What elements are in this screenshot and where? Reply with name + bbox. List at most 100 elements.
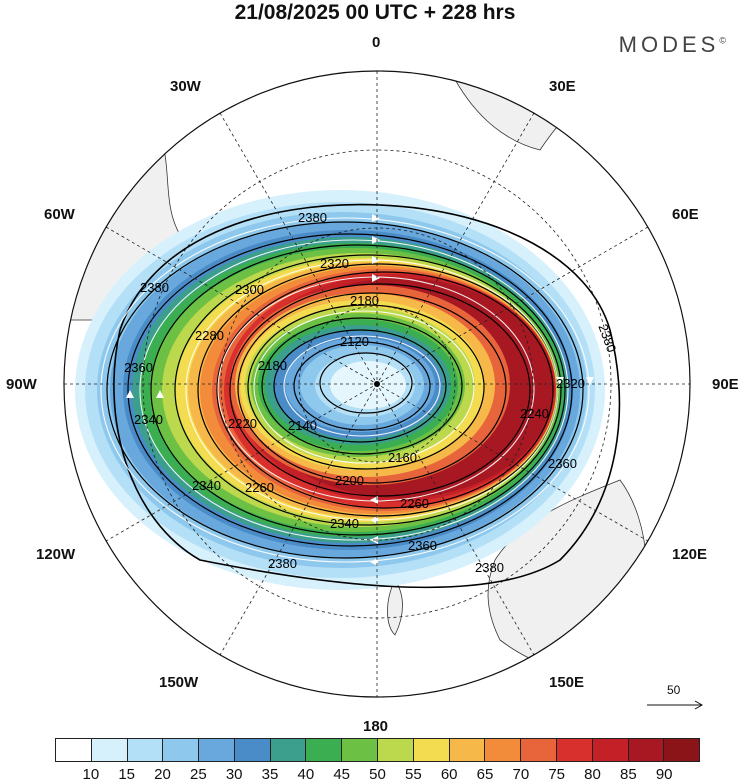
- contour-label: 2340: [134, 412, 163, 427]
- contour-label: 2120: [340, 334, 369, 349]
- contour-label: 2220: [228, 416, 257, 431]
- colorbar-segment: [234, 739, 271, 761]
- colorbar-tick-label: 10: [82, 766, 100, 783]
- colorbar-tick-label: 90: [655, 766, 673, 783]
- contour-label: 2360: [408, 538, 437, 553]
- colorbar-segment: [485, 739, 522, 761]
- colorbar-segment: [556, 739, 593, 761]
- contour-2200: [247, 304, 485, 470]
- arrowhead-7: [370, 516, 378, 524]
- contour-2140: [293, 341, 431, 431]
- contour-label: 2380: [140, 280, 169, 295]
- contour-2160: [273, 329, 447, 443]
- contour-2320: [150, 244, 566, 536]
- south-pole-marker: [374, 381, 380, 387]
- contour-label: 2380: [298, 210, 327, 225]
- lon-label-60w: 60W: [44, 206, 75, 223]
- contour-labels: 2380 2380 2380 2380 2380 2360 2360 2360 …: [124, 210, 619, 575]
- arrowhead-2: [372, 236, 380, 244]
- colorbar-tick-label: 25: [189, 766, 207, 783]
- map-title: 21/08/2025 00 UTC + 228 hrs: [234, 1, 516, 24]
- colorbar-labels: 10 15 20 25 30 35 40 45 50 55 60 65 70 75 80 85 90: [55, 766, 700, 783]
- colorbar-segment: [306, 739, 343, 761]
- contour-label: 2240: [520, 406, 549, 421]
- colorbar-segment: [664, 739, 700, 761]
- contour-label: 2260: [245, 480, 274, 495]
- map-layers: [64, 71, 690, 697]
- contour-label: 2320: [320, 256, 349, 271]
- brand-name: MODES: [618, 32, 720, 57]
- streamline-6: [283, 335, 441, 437]
- arrowhead-9: [586, 377, 594, 385]
- arrowhead-11: [126, 390, 134, 398]
- colorbar-segment: [449, 739, 486, 761]
- arrowhead-1: [372, 214, 380, 222]
- colorbar-segment: [521, 739, 557, 761]
- arrowhead-5: [370, 558, 378, 566]
- colorbar-segment: [592, 739, 629, 761]
- contour-label: 2320: [556, 376, 585, 391]
- colorbar-segment: [127, 739, 164, 761]
- streamline-1: [100, 217, 590, 563]
- contour-label: 2380: [268, 556, 297, 571]
- colorbar-tick-label: 70: [512, 766, 530, 783]
- arrowhead-8: [370, 496, 378, 504]
- contour-2180: [261, 317, 463, 455]
- wind-speed-shading: [75, 190, 605, 590]
- colorbar-tick-label: 45: [333, 766, 350, 783]
- colorbar-segment: [56, 739, 92, 761]
- brand-mark: ©: [719, 35, 726, 46]
- colorbar-segment: [342, 739, 379, 761]
- contour-label: 2260: [400, 496, 429, 511]
- colorbar-segment: [163, 739, 200, 761]
- lon-label-120e: 120E: [672, 546, 708, 563]
- streamline-2: [139, 239, 569, 541]
- reference-vector: 50: [645, 683, 705, 713]
- contour-2240: [229, 283, 531, 497]
- contour-label: 2360: [548, 456, 577, 471]
- colorbar-tick-label: 80: [584, 766, 601, 783]
- contour-label: 2200: [335, 473, 364, 488]
- contour-label: 2300: [235, 282, 264, 297]
- colorbar-segment: [270, 739, 307, 761]
- colorbar-tick-label: 75: [548, 766, 565, 783]
- contour-2360: [106, 221, 584, 559]
- arrowhead-3: [372, 256, 380, 264]
- height-contours: [106, 203, 621, 589]
- contour-label: 2160: [388, 450, 417, 465]
- contour-label: 2180: [350, 293, 379, 308]
- contour-label: 2340: [192, 478, 221, 493]
- colorbar-segment: [378, 739, 414, 761]
- contour-label: 2140: [288, 418, 317, 433]
- lon-label-180: 180: [363, 718, 389, 735]
- brand-logo: MODES©: [619, 32, 726, 58]
- colorbar-tick-label: 30: [225, 766, 243, 783]
- contour-label: 2380: [475, 560, 504, 575]
- streamline-5: [253, 310, 475, 464]
- arrowhead-10: [556, 377, 564, 385]
- colorbar-tick-label: 20: [154, 766, 171, 783]
- inner-15: [330, 361, 406, 409]
- lon-label-120w: 120W: [36, 546, 76, 563]
- lon-label-0: 0: [372, 34, 381, 51]
- contour-label: 2340: [330, 516, 359, 531]
- colorbar-tick-label: 60: [440, 766, 458, 783]
- lon-label-150w: 150W: [159, 674, 199, 691]
- lon-label-60e: 60E: [672, 206, 699, 223]
- lon-label-30e: 30E: [549, 78, 576, 95]
- lon-label-90w: 90W: [6, 376, 37, 393]
- colorbar: [55, 738, 700, 762]
- colorbar-segment: [413, 739, 450, 761]
- arrowhead-4: [372, 274, 380, 282]
- contour-2120: [319, 352, 413, 414]
- colorbar-segment: [628, 739, 665, 761]
- colorbar-segment: [199, 739, 235, 761]
- colorbar-tick-label: 40: [297, 766, 315, 783]
- contour-2380: [113, 203, 621, 589]
- reference-vector-value: 50: [667, 683, 681, 697]
- lon-label-30w: 30W: [170, 78, 201, 95]
- contour-2260: [216, 271, 554, 509]
- contour-label: 2180: [258, 358, 287, 373]
- contour-2340: [127, 233, 573, 547]
